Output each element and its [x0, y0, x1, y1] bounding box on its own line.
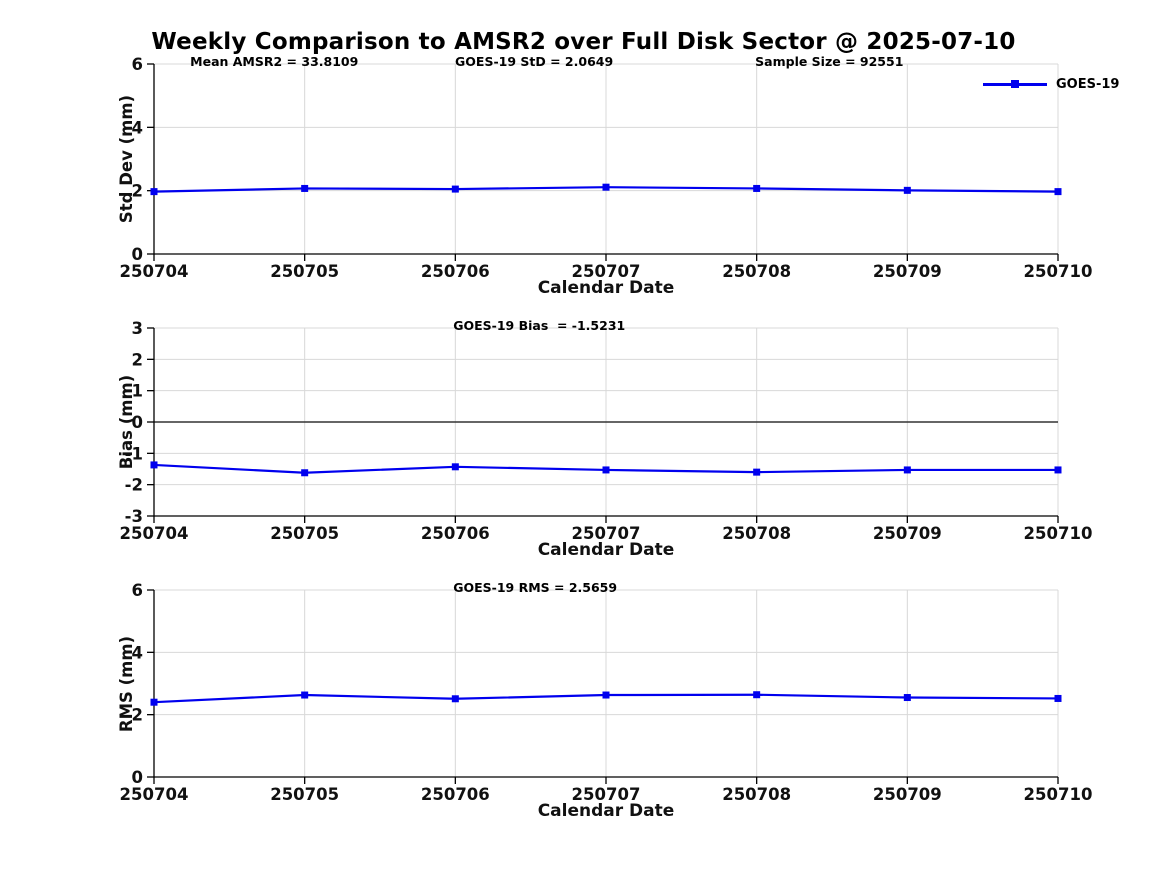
data-point-marker — [753, 691, 761, 699]
y-tick-label: 2 — [132, 350, 143, 369]
data-point-marker — [602, 183, 610, 191]
data-point-marker — [903, 694, 911, 702]
x-tick-label: 250707 — [572, 524, 641, 543]
x-tick-label: 250710 — [1024, 524, 1093, 543]
x-tick-label: 250707 — [572, 785, 641, 804]
data-point-marker — [903, 466, 911, 474]
x-tick-label: 250704 — [120, 524, 189, 543]
x-axis-label: Calendar Date — [537, 801, 675, 821]
plot-annotation: GOES-19 Bias = -1.5231 — [453, 318, 626, 333]
y-tick-label: 6 — [132, 55, 143, 74]
plot-annotation: Mean AMSR2 = 33.8109 — [190, 54, 359, 69]
y-tick-label: 0 — [132, 245, 143, 264]
y-tick-label: 0 — [132, 413, 143, 432]
x-tick-label: 250704 — [120, 785, 189, 804]
y-tick-label: 4 — [132, 643, 143, 662]
plot-annotation: GOES-19 StD = 2.0649 — [455, 54, 614, 69]
data-point-marker — [451, 185, 459, 193]
y-tick-label: -3 — [125, 507, 143, 526]
y-tick-label: 6 — [132, 581, 143, 600]
x-axis-label: Calendar Date — [537, 540, 675, 560]
x-tick-label: 250706 — [421, 785, 490, 804]
x-tick-label: 250707 — [572, 262, 641, 281]
legend-square-marker-icon — [1011, 80, 1019, 88]
y-tick-label: 2 — [132, 706, 143, 725]
data-point-marker — [451, 463, 459, 471]
x-tick-label: 250705 — [270, 524, 339, 543]
x-tick-label: 250708 — [722, 262, 791, 281]
data-point-marker — [602, 691, 610, 699]
data-point-marker — [753, 184, 761, 192]
y-axis-label: RMS (mm) — [117, 635, 136, 732]
y-tick-label: 0 — [132, 768, 143, 787]
data-point-marker — [602, 466, 610, 474]
y-tick-label: -1 — [125, 444, 143, 463]
y-tick-label: 3 — [132, 319, 143, 338]
legend-label: GOES-19 — [1056, 77, 1120, 92]
data-point-marker — [451, 695, 459, 703]
data-point-marker — [1054, 466, 1062, 474]
x-tick-label: 250704 — [120, 262, 189, 281]
x-tick-label: 250706 — [421, 524, 490, 543]
data-point-marker — [150, 188, 158, 196]
data-point-marker — [150, 698, 158, 706]
x-axis-label: Calendar Date — [537, 278, 675, 298]
y-tick-label: 2 — [132, 182, 143, 201]
x-tick-label: 250706 — [421, 262, 490, 281]
y-tick-label: 4 — [132, 118, 143, 137]
data-point-marker — [301, 469, 309, 477]
legend-line-marker-swatch — [983, 80, 1047, 89]
data-point-marker — [1054, 188, 1062, 196]
data-point-marker — [753, 468, 761, 476]
x-tick-label: 250710 — [1024, 262, 1093, 281]
plot-annotation: GOES-19 RMS = 2.5659 — [453, 580, 618, 595]
x-tick-label: 250709 — [873, 524, 942, 543]
x-tick-label: 250705 — [270, 785, 339, 804]
data-point-marker — [150, 461, 158, 469]
data-point-marker — [301, 691, 309, 699]
plot-annotation: Sample Size = 92551 — [755, 54, 904, 69]
legend: GOES-19 — [983, 77, 1119, 92]
x-tick-label: 250710 — [1024, 785, 1093, 804]
data-point-marker — [301, 184, 309, 192]
data-point-marker — [903, 186, 911, 194]
x-tick-label: 250705 — [270, 262, 339, 281]
data-point-marker — [1054, 694, 1062, 702]
figure-title: Weekly Comparison to AMSR2 over Full Dis… — [151, 29, 1016, 55]
x-tick-label: 250709 — [873, 262, 942, 281]
x-tick-label: 250709 — [873, 785, 942, 804]
x-tick-label: 250708 — [722, 785, 791, 804]
y-tick-label: -2 — [125, 476, 143, 495]
x-tick-label: 250708 — [722, 524, 791, 543]
y-tick-label: 1 — [132, 382, 143, 401]
